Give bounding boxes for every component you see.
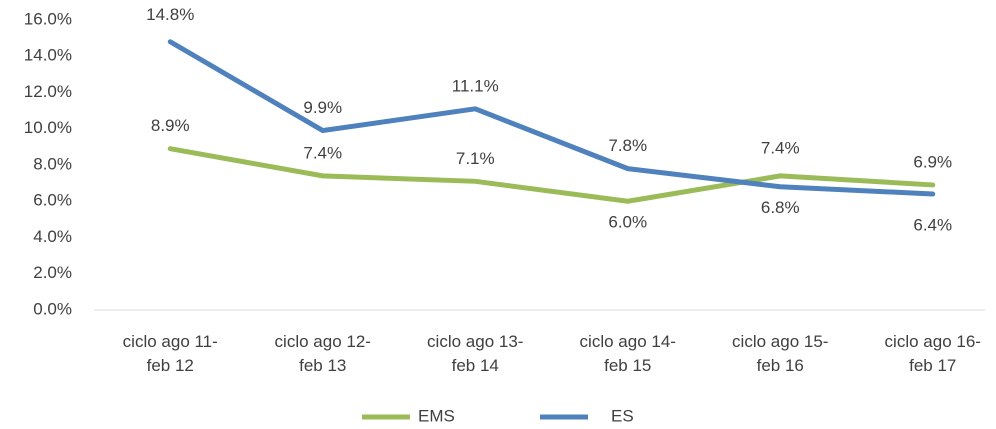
data-label: 7.8%: [608, 136, 647, 155]
series-line: [167, 39, 936, 197]
data-label: 6.8%: [761, 198, 800, 217]
data-label: 6.9%: [913, 152, 952, 171]
x-tick-label: ciclo ago 14-feb 15: [579, 332, 676, 375]
data-label: 14.8%: [146, 5, 194, 24]
x-tick-label: ciclo ago 15-feb 16: [732, 332, 829, 375]
x-tick-label: ciclo ago 13-feb 14: [427, 332, 524, 375]
legend-label: ES: [611, 406, 634, 425]
data-label: 6.0%: [608, 213, 647, 232]
y-tick-label: 4.0%: [33, 227, 72, 246]
x-tick-label: ciclo ago 11-feb 12: [122, 332, 218, 375]
x-tick-label: ciclo ago 12-feb 13: [274, 332, 371, 375]
data-label: 11.1%: [452, 76, 499, 95]
data-label: 7.1%: [456, 149, 495, 168]
y-tick-label: 8.0%: [33, 154, 72, 173]
data-label: 9.9%: [303, 98, 342, 117]
series-line: [167, 146, 936, 204]
data-label: 7.4%: [761, 138, 800, 157]
y-tick-label: 2.0%: [33, 263, 72, 282]
data-label: 8.9%: [151, 116, 190, 135]
y-tick-label: 12.0%: [24, 82, 72, 101]
y-tick-label: 16.0%: [24, 9, 72, 28]
y-tick-label: 0.0%: [33, 299, 72, 318]
y-tick-label: 6.0%: [33, 191, 72, 210]
data-label: 6.4%: [913, 215, 952, 234]
x-tick-label: ciclo ago 16-feb 17: [884, 332, 981, 375]
y-tick-label: 14.0%: [24, 46, 72, 65]
data-label: 7.4%: [303, 143, 342, 162]
legend-label: EMS: [418, 406, 455, 425]
y-tick-label: 10.0%: [24, 118, 72, 137]
